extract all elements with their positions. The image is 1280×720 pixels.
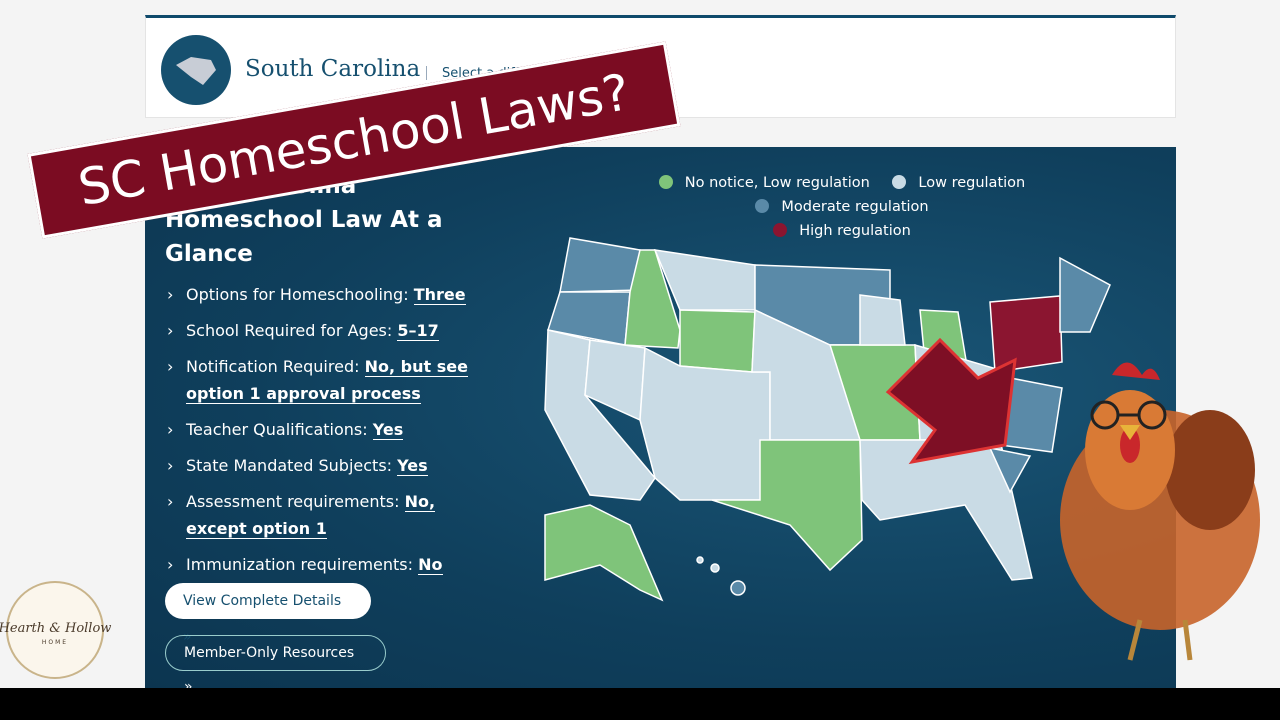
legend-entry: No notice, Low regulation [658,175,876,191]
legend-text: Moderate regulation [781,199,929,215]
law-item: Immunization requirements: No [165,551,485,578]
bottom-bar [0,688,1280,720]
legend-entry: Moderate regulation [755,199,934,215]
item-value[interactable]: Yes [372,420,404,440]
legend-text: Low regulation [918,175,1026,191]
legend-entry: High regulation [773,223,917,239]
item-value[interactable]: No, except option 1 [186,492,436,539]
item-label: Notification Required: [186,357,360,376]
item-value[interactable]: 5–17 [397,321,439,341]
logo-sub: HOME [42,639,68,646]
map-legend: No notice, Low regulation Low regulation… [565,171,1125,243]
state-icon [176,57,216,85]
law-item: State Mandated Subjects: Yes [165,452,485,479]
item-value[interactable]: No, but see option 1 approval process [186,357,468,404]
law-item: Teacher Qualifications: Yes [165,416,485,443]
legend-text: No notice, Low regulation [684,175,870,191]
logo: Hearth & Hollow HOME [0,581,111,679]
law-item: Notification Required: No, but see optio… [165,353,485,407]
item-label: School Required for Ages: [186,321,393,340]
law-item: School Required for Ages: 5–17 [165,317,485,344]
legend-text: High regulation [799,223,911,239]
separator [426,66,427,80]
item-value[interactable]: Three [413,285,466,305]
law-list: Options for Homeschooling: Three School … [165,281,485,587]
details-button[interactable]: View Complete Details » [165,583,371,645]
item-label: Immunization requirements: [186,555,414,574]
legend-entry: Low regulation [892,175,1031,191]
item-label: Teacher Qualifications: [186,420,368,439]
state-badge [161,35,231,105]
item-label: State Mandated Subjects: [186,456,393,475]
law-item: Options for Homeschooling: Three [165,281,485,308]
state-name: South Carolina [245,56,421,82]
law-panel: South Carolina Homeschool Law At a Glanc… [145,147,1176,695]
resources-button[interactable]: Member-Only Resources » [165,635,386,695]
law-item: Assessment requirements: No, except opti… [165,488,485,542]
item-label: Options for Homeschooling: [186,285,409,304]
item-label: Assessment requirements: [186,492,400,511]
item-value[interactable]: No [418,555,443,575]
logo-name: Hearth & Hollow [0,621,111,636]
item-value[interactable]: Yes [397,456,428,476]
